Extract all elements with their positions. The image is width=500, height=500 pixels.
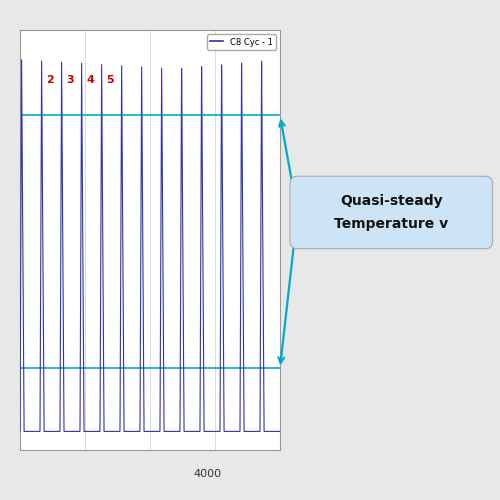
FancyBboxPatch shape	[290, 176, 492, 249]
Text: 3: 3	[66, 74, 74, 85]
Text: 4000: 4000	[193, 469, 222, 479]
Text: 5: 5	[106, 74, 114, 85]
Text: 2: 2	[46, 74, 54, 85]
Text: 4: 4	[86, 74, 94, 85]
Text: Quasi-steady: Quasi-steady	[340, 194, 442, 208]
Legend: C8 Cyc - 1: C8 Cyc - 1	[207, 34, 276, 50]
Text: Temperature v: Temperature v	[334, 216, 448, 230]
